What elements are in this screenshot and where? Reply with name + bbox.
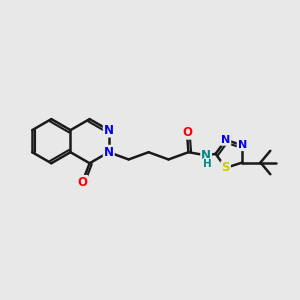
Text: N: N [221, 135, 230, 145]
Text: N: N [104, 146, 114, 159]
Text: N: N [238, 140, 247, 150]
Text: O: O [182, 126, 192, 139]
Text: N: N [104, 124, 114, 136]
Text: H: H [203, 159, 212, 169]
Text: N: N [201, 149, 211, 162]
Text: S: S [221, 161, 230, 174]
Text: O: O [77, 176, 87, 189]
